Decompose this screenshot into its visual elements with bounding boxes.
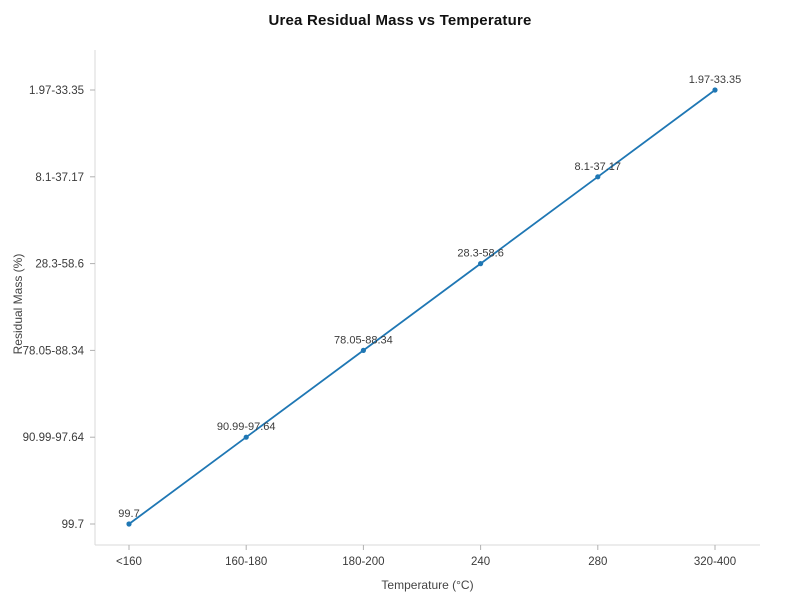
x-tick-label: 320-400 (694, 556, 736, 568)
data-point (243, 434, 249, 440)
y-tick-label: 1.97-33.35 (29, 85, 84, 97)
data-point-label: 28.3-58.6 (457, 248, 503, 260)
data-point-label: 99.7 (118, 508, 139, 520)
x-tick-label: 160-180 (225, 556, 267, 568)
data-point-label: 8.1-37.17 (575, 161, 621, 173)
chart-title: Urea Residual Mass vs Temperature (268, 12, 532, 29)
x-tick-label: 180-200 (342, 556, 384, 568)
y-tick-label: 28.3-58.6 (35, 259, 84, 271)
x-tick-label: 240 (471, 556, 490, 568)
data-point-label: 78.05-88.34 (334, 334, 393, 346)
x-axis-title: Temperature (°C) (381, 578, 474, 592)
series-line (128, 89, 716, 525)
y-tick-label: 99.7 (62, 519, 84, 531)
x-tick-label: 280 (588, 556, 607, 568)
y-tick-label: 8.1-37.17 (35, 172, 84, 184)
y-tick-label: 78.05-88.34 (23, 345, 85, 357)
data-point (712, 87, 718, 93)
data-point (126, 521, 132, 527)
data-point (478, 261, 484, 267)
data-point (360, 347, 366, 353)
data-point-label: 1.97-33.35 (689, 74, 742, 86)
data-point-label: 90.99-97.64 (217, 421, 276, 433)
y-tick-label: 90.99-97.64 (23, 432, 85, 444)
x-tick-label: <160 (116, 556, 142, 568)
data-point (595, 174, 601, 180)
